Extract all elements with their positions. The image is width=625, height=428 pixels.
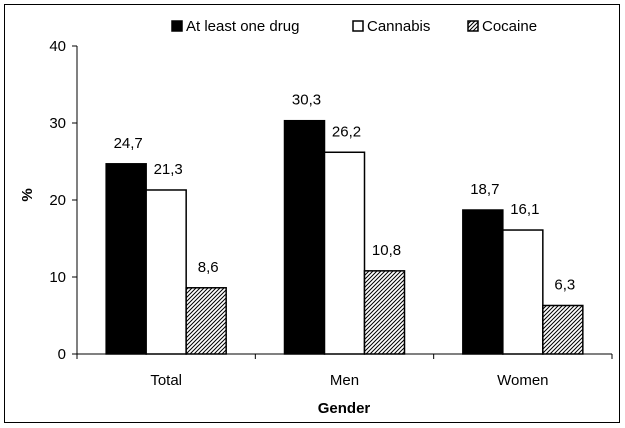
y-axis: 0 10 20 30 40 (49, 38, 78, 363)
data-label: 30,3 (292, 92, 321, 109)
legend: At least one drug Cannabis Cocaine (171, 18, 537, 35)
legend-swatch (352, 20, 364, 32)
legend-swatch (171, 20, 183, 32)
x-tick-label: Total (150, 372, 182, 389)
legend-label: Cannabis (367, 18, 430, 35)
legend-swatch (467, 20, 479, 32)
bars: 24,7 21,3 8,6 30,3 26,2 10,8 18,7 16,1 6,3 (105, 92, 584, 355)
x-axis-label: Gender (318, 400, 371, 417)
x-tick-label: Women (497, 372, 548, 389)
bar (502, 229, 544, 355)
bar (283, 119, 326, 355)
bar (323, 151, 366, 355)
data-label: 16,1 (510, 201, 539, 218)
data-label: 8,6 (198, 259, 219, 276)
data-label: 21,3 (154, 161, 183, 178)
y-axis-label: % (19, 188, 36, 201)
y-tick-label: 10 (49, 269, 66, 286)
legend-label: Cocaine (482, 18, 537, 35)
x-tick-label: Men (330, 372, 359, 389)
bar (185, 287, 227, 355)
y-tick-label: 0 (58, 346, 66, 363)
data-label: 24,7 (114, 135, 143, 152)
bar (542, 304, 584, 355)
bar (462, 209, 504, 355)
bar (105, 163, 147, 355)
y-tick-label: 30 (49, 115, 66, 132)
data-label: 26,2 (332, 123, 361, 140)
bar (363, 270, 406, 355)
data-label: 6,3 (554, 276, 575, 293)
y-tick-label: 20 (49, 192, 66, 209)
data-label: 10,8 (372, 242, 401, 259)
data-label: 18,7 (470, 181, 499, 198)
y-tick-label: 40 (49, 38, 66, 55)
bar (145, 189, 187, 355)
legend-label: At least one drug (186, 18, 299, 35)
